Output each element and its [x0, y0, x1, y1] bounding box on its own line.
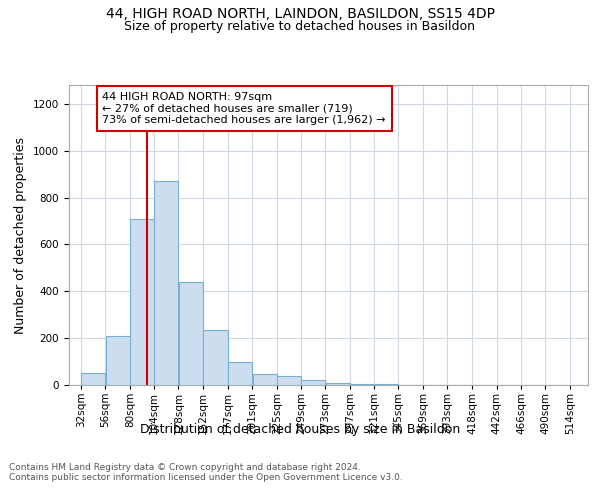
Bar: [326, 382, 350, 385]
Bar: [253, 374, 277, 385]
Text: 44 HIGH ROAD NORTH: 97sqm
← 27% of detached houses are smaller (719)
73% of semi: 44 HIGH ROAD NORTH: 97sqm ← 27% of detac…: [103, 92, 386, 125]
Bar: [179, 282, 203, 385]
Bar: [106, 336, 130, 385]
Text: Size of property relative to detached houses in Basildon: Size of property relative to detached ho…: [125, 20, 476, 33]
Bar: [203, 330, 228, 385]
Text: Contains HM Land Registry data © Crown copyright and database right 2024.
Contai: Contains HM Land Registry data © Crown c…: [9, 462, 403, 482]
Bar: [374, 384, 398, 385]
Bar: [277, 376, 301, 385]
Bar: [228, 362, 253, 385]
Bar: [130, 218, 154, 385]
Bar: [82, 374, 106, 385]
Text: Distribution of detached houses by size in Basildon: Distribution of detached houses by size …: [140, 422, 460, 436]
Bar: [350, 384, 374, 385]
Bar: [154, 181, 178, 385]
Bar: [301, 380, 325, 385]
Text: 44, HIGH ROAD NORTH, LAINDON, BASILDON, SS15 4DP: 44, HIGH ROAD NORTH, LAINDON, BASILDON, …: [106, 8, 494, 22]
Y-axis label: Number of detached properties: Number of detached properties: [14, 136, 28, 334]
